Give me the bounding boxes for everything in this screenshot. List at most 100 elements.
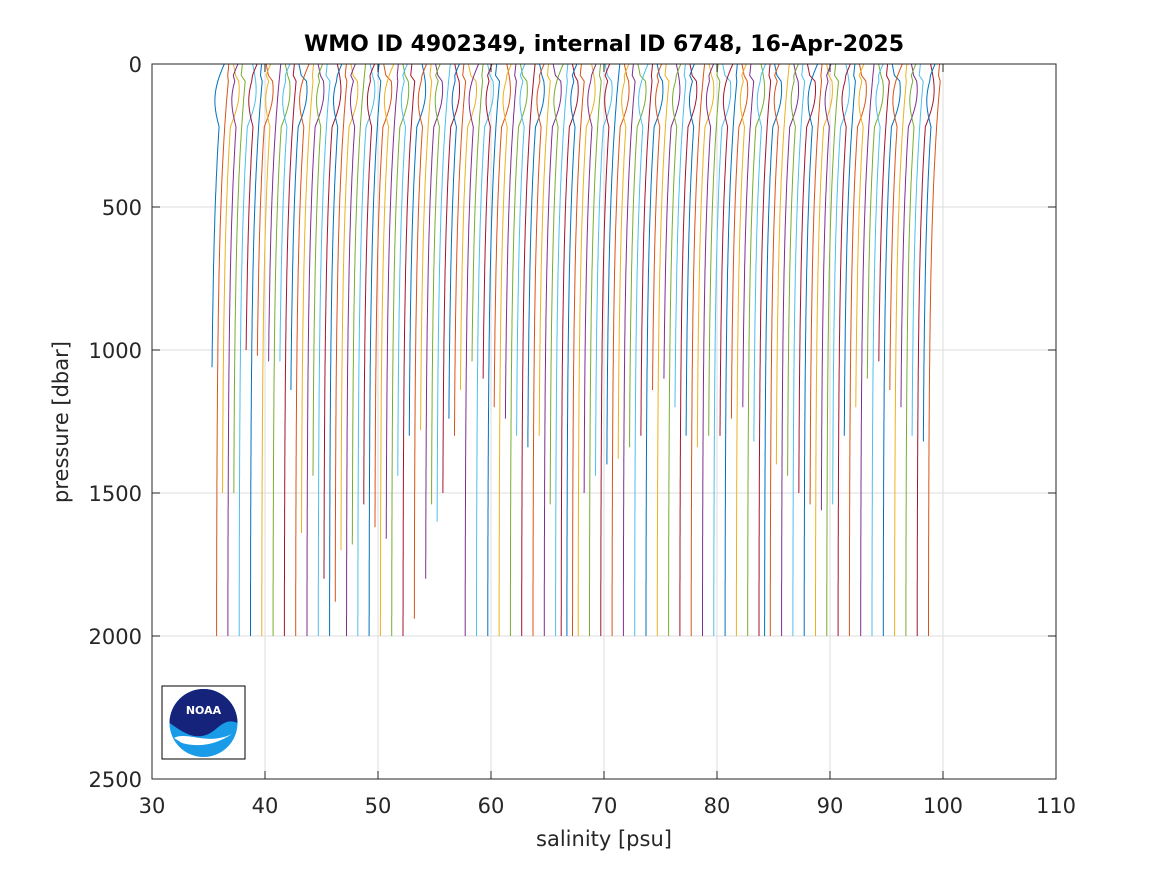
profile-line [911, 63, 924, 436]
x-tick-label: 70 [591, 794, 618, 818]
y-tick-label: 1500 [89, 482, 142, 506]
profile-line [323, 63, 342, 579]
profile-line [436, 63, 451, 522]
profile-line [866, 63, 884, 379]
profile-line [809, 63, 823, 505]
y-tick-label: 2000 [89, 625, 142, 649]
profile-line [837, 63, 851, 636]
profile-line [764, 63, 783, 636]
profile-line [397, 63, 408, 476]
profile-line [306, 63, 325, 636]
profile-line [708, 63, 721, 436]
profile-line [216, 63, 230, 636]
profile-line [713, 63, 732, 636]
profile-line [256, 63, 274, 356]
profile-line [509, 63, 528, 636]
profile-line [668, 63, 682, 636]
profile-line [312, 63, 324, 476]
profile-line [566, 63, 578, 636]
profile-line [476, 63, 494, 636]
y-axis: 0 500 1000 1500 2000 2500 [89, 53, 1056, 792]
noaa-logo: NOAA [161, 685, 246, 760]
profile-line [696, 63, 715, 448]
profile-line [826, 63, 840, 636]
profile-line [916, 63, 935, 636]
x-tick-label: 40 [252, 794, 279, 818]
profile-line [301, 63, 315, 533]
profile-line [928, 63, 941, 636]
profile-line [848, 63, 867, 636]
profile-line [346, 63, 356, 636]
profile-line [431, 63, 441, 505]
y-tick-label: 2500 [89, 768, 142, 792]
profile-line [233, 63, 246, 494]
profile-line [471, 63, 484, 362]
profile-line [781, 63, 799, 636]
profile-line [317, 63, 331, 636]
profile-line [645, 63, 664, 636]
x-tick-label: 100 [923, 794, 963, 818]
profile-line [735, 63, 747, 636]
profile-line [855, 63, 865, 408]
profile-line [611, 63, 630, 636]
profile-line [250, 63, 263, 636]
profile-line [572, 63, 585, 636]
profile-line [560, 63, 579, 636]
profile-line [742, 63, 755, 408]
profile-line [521, 63, 536, 636]
profile-line [487, 63, 501, 636]
profile-line [690, 63, 706, 636]
profile-line [674, 63, 687, 408]
profile-line [538, 63, 551, 436]
profile-line [815, 63, 833, 636]
profile-line [652, 63, 663, 391]
profile-line [329, 63, 343, 636]
profile-line [295, 63, 310, 636]
profile-line [482, 63, 493, 379]
profile-line [629, 63, 647, 448]
profile-line [222, 63, 240, 494]
profile-line [832, 63, 850, 505]
profile-line [775, 63, 790, 465]
profile-line [543, 63, 562, 636]
y-tick-label: 500 [102, 196, 142, 220]
profile-line [600, 63, 611, 636]
profile-line [385, 63, 399, 539]
profile-line [798, 63, 816, 494]
profile-line [532, 63, 545, 636]
profile-line [420, 63, 433, 431]
profile-line [279, 63, 291, 362]
profile-line [351, 63, 367, 545]
profile-line [272, 63, 291, 636]
profile-line [549, 63, 564, 505]
profile-line [724, 63, 738, 636]
plot-area [211, 63, 941, 636]
profile-line [448, 63, 460, 419]
profile-line [663, 63, 681, 379]
profile-line [368, 63, 382, 636]
chart-title: WMO ID 4902349, internal ID 6748, 16-Apr… [304, 32, 904, 57]
profile-line [374, 63, 393, 528]
profile-line [640, 63, 654, 436]
profile-line [843, 63, 856, 436]
profile-line [656, 63, 670, 636]
profile-line [261, 63, 272, 636]
profile-line [871, 63, 884, 636]
profile-line [595, 63, 613, 476]
grid [151, 63, 1057, 780]
profile-line [685, 63, 695, 436]
profile-line [753, 63, 767, 442]
profile-line [408, 63, 427, 436]
profile-line [606, 63, 621, 465]
profile-line [283, 63, 297, 636]
y-tick-label: 0 [129, 53, 142, 77]
profile-line [268, 63, 282, 362]
profile-line [922, 63, 936, 442]
profile-line [391, 63, 410, 636]
profile-line [516, 63, 526, 436]
profile-line [905, 63, 917, 636]
profile-line [334, 63, 348, 602]
profile-line [454, 63, 467, 436]
x-tick-label: 80 [704, 794, 731, 818]
profile-line [900, 63, 918, 408]
